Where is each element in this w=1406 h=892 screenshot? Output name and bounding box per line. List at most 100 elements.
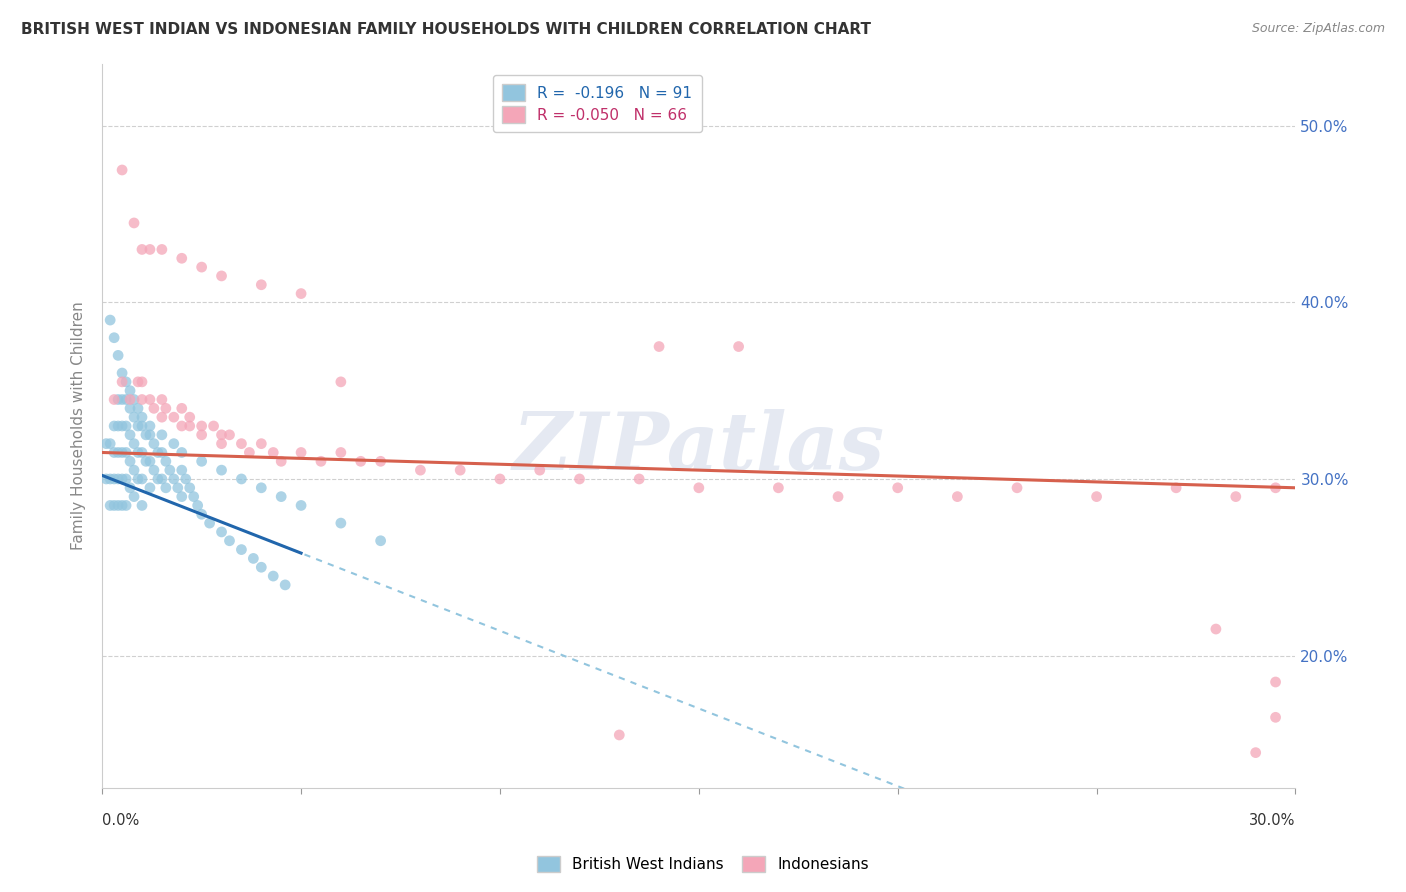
Point	[727, 340, 749, 354]
Point	[211, 427, 233, 442]
Point	[190, 419, 212, 434]
Point	[179, 419, 201, 434]
Point	[127, 401, 149, 416]
Point	[1166, 481, 1188, 495]
Point	[170, 252, 193, 266]
Point	[139, 392, 162, 407]
Point	[886, 481, 908, 495]
Point	[768, 481, 790, 495]
Point	[131, 499, 153, 513]
Point	[111, 472, 134, 486]
Point	[231, 436, 253, 450]
Point	[142, 463, 165, 477]
Point	[146, 472, 169, 486]
Point	[115, 375, 138, 389]
Point	[118, 384, 141, 398]
Point	[688, 481, 710, 495]
Point	[409, 463, 432, 477]
Point	[107, 499, 129, 513]
Point	[107, 348, 129, 362]
Point	[1244, 746, 1267, 760]
Point	[103, 419, 125, 434]
Point	[111, 366, 134, 380]
Point	[190, 260, 212, 274]
Point	[96, 436, 118, 450]
Point	[131, 419, 153, 434]
Point	[118, 454, 141, 468]
Point	[170, 490, 193, 504]
Point	[111, 375, 134, 389]
Point	[170, 401, 193, 416]
Point	[190, 508, 212, 522]
Point	[118, 401, 141, 416]
Point	[131, 410, 153, 425]
Point	[107, 419, 129, 434]
Point	[118, 427, 141, 442]
Point	[118, 392, 141, 407]
Point	[131, 375, 153, 389]
Point	[290, 445, 312, 459]
Point	[139, 481, 162, 495]
Point	[139, 454, 162, 468]
Point	[150, 472, 173, 486]
Text: ZIPatlas: ZIPatlas	[513, 409, 884, 486]
Point	[211, 463, 233, 477]
Point	[163, 472, 186, 486]
Point	[231, 542, 253, 557]
Point	[648, 340, 671, 354]
Point	[187, 499, 209, 513]
Point	[163, 410, 186, 425]
Point	[250, 277, 273, 292]
Point	[1264, 710, 1286, 724]
Point	[529, 463, 551, 477]
Point	[122, 392, 145, 407]
Point	[250, 560, 273, 574]
Point	[139, 243, 162, 257]
Point	[150, 243, 173, 257]
Point	[155, 401, 177, 416]
Point	[122, 436, 145, 450]
Point	[946, 490, 969, 504]
Point	[131, 392, 153, 407]
Point	[103, 331, 125, 345]
Point	[1264, 481, 1286, 495]
Point	[98, 499, 121, 513]
Point	[155, 454, 177, 468]
Point	[111, 163, 134, 178]
Point	[449, 463, 471, 477]
Point	[111, 392, 134, 407]
Point	[170, 463, 193, 477]
Text: BRITISH WEST INDIAN VS INDONESIAN FAMILY HOUSEHOLDS WITH CHILDREN CORRELATION CH: BRITISH WEST INDIAN VS INDONESIAN FAMILY…	[21, 22, 872, 37]
Point	[127, 375, 149, 389]
Point	[290, 286, 312, 301]
Point	[131, 472, 153, 486]
Point	[127, 445, 149, 459]
Point	[218, 533, 240, 548]
Point	[628, 472, 651, 486]
Point	[290, 499, 312, 513]
Point	[1225, 490, 1247, 504]
Legend: R =  -0.196   N = 91, R = -0.050   N = 66: R = -0.196 N = 91, R = -0.050 N = 66	[494, 75, 702, 132]
Point	[115, 499, 138, 513]
Point	[142, 401, 165, 416]
Point	[218, 427, 240, 442]
Point	[350, 454, 373, 468]
Point	[1005, 481, 1028, 495]
Text: 0.0%: 0.0%	[103, 813, 139, 828]
Point	[115, 419, 138, 434]
Point	[98, 436, 121, 450]
Point	[179, 410, 201, 425]
Point	[122, 490, 145, 504]
Point	[135, 427, 157, 442]
Point	[170, 445, 193, 459]
Point	[231, 472, 253, 486]
Point	[827, 490, 849, 504]
Point	[270, 454, 292, 468]
Point	[115, 445, 138, 459]
Point	[250, 481, 273, 495]
Point	[98, 313, 121, 327]
Point	[122, 463, 145, 477]
Point	[198, 516, 221, 530]
Point	[166, 481, 188, 495]
Point	[150, 427, 173, 442]
